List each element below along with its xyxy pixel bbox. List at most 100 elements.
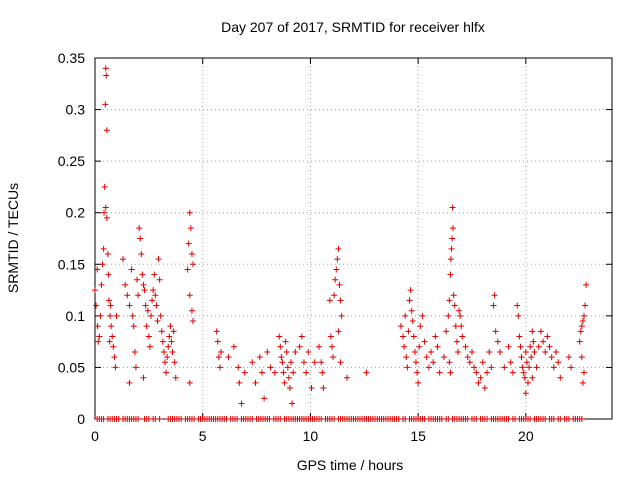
data-point [583,281,590,288]
data-point [578,323,585,330]
data-point [505,343,512,350]
data-point [170,328,177,335]
y-tick-label: 0.3 [66,102,86,118]
y-tick-label: 0.05 [58,359,85,375]
data-point [128,266,135,273]
data-point [423,354,430,361]
data-point [280,369,287,376]
data-point [277,343,284,350]
data-point [338,312,345,319]
data-point [434,343,441,350]
x-tick-label: 15 [410,428,426,444]
data-point [407,287,414,294]
data-point [97,312,104,319]
data-point [236,379,243,386]
x-tick-label: 20 [518,428,534,444]
data-point [406,297,413,304]
data-point [443,328,450,335]
data-point [521,374,528,381]
data-point [452,323,459,330]
data-point [216,364,223,371]
data-point [107,312,114,319]
data-point [486,348,493,355]
data-point [490,302,497,309]
data-point [186,209,193,216]
data-point [303,369,310,376]
data-point [106,297,113,304]
data-point [428,348,435,355]
x-tick-label: 5 [199,428,207,444]
data-point [162,359,169,366]
data-point [107,302,114,309]
data-point [533,364,540,371]
data-point [527,343,534,350]
data-point [425,364,432,371]
data-point [157,312,164,319]
data-point [94,266,101,273]
data-point [316,343,323,350]
data-point [582,302,589,309]
data-point [416,343,423,350]
data-point [102,204,109,211]
data-point [150,287,157,294]
data-point [215,354,222,361]
data-point [238,400,245,407]
data-point [186,379,193,386]
data-point [451,302,458,309]
data-point [522,390,529,397]
data-point [515,312,522,319]
y-axis-label: SRMTID / TECUs [5,183,21,293]
data-point [565,354,572,361]
data-point [155,256,162,263]
data-point [580,312,587,319]
data-point [311,359,318,366]
data-point [214,338,221,345]
data-point [112,364,119,371]
data-point [152,292,159,299]
data-point [252,379,259,386]
data-point [333,266,340,273]
data-point [282,338,289,345]
data-point [326,297,333,304]
data-point [172,374,179,381]
data-point [158,328,165,335]
data-point [188,307,195,314]
data-point [139,271,146,278]
data-point [430,359,437,366]
data-point [447,271,454,278]
data-point [163,369,170,376]
data-point [148,312,155,319]
data-point [190,261,197,268]
data-point [458,323,465,330]
data-point [288,359,295,366]
data-point [122,281,129,288]
data-point [146,343,153,350]
data-point [320,385,327,392]
data-point [258,369,265,376]
data-point [552,348,559,355]
data-point [296,343,303,350]
data-point [453,338,460,345]
data-point [190,318,197,325]
data-point [185,240,192,247]
data-point [445,312,452,319]
data-point [471,364,478,371]
data-point [126,379,133,386]
data-point [537,328,544,335]
data-point [137,235,144,242]
zero-data-point [135,416,142,422]
data-point [531,348,538,355]
data-point [334,256,341,263]
data-point [292,348,299,355]
data-point [516,333,523,340]
data-point [92,287,98,294]
data-point [98,281,105,288]
data-point [507,359,514,366]
data-point [225,354,232,361]
data-point [494,338,501,345]
data-point [165,343,172,350]
data-point [414,369,421,376]
data-point [101,209,108,216]
x-tick-label: 0 [91,428,99,444]
data-point [466,359,473,366]
